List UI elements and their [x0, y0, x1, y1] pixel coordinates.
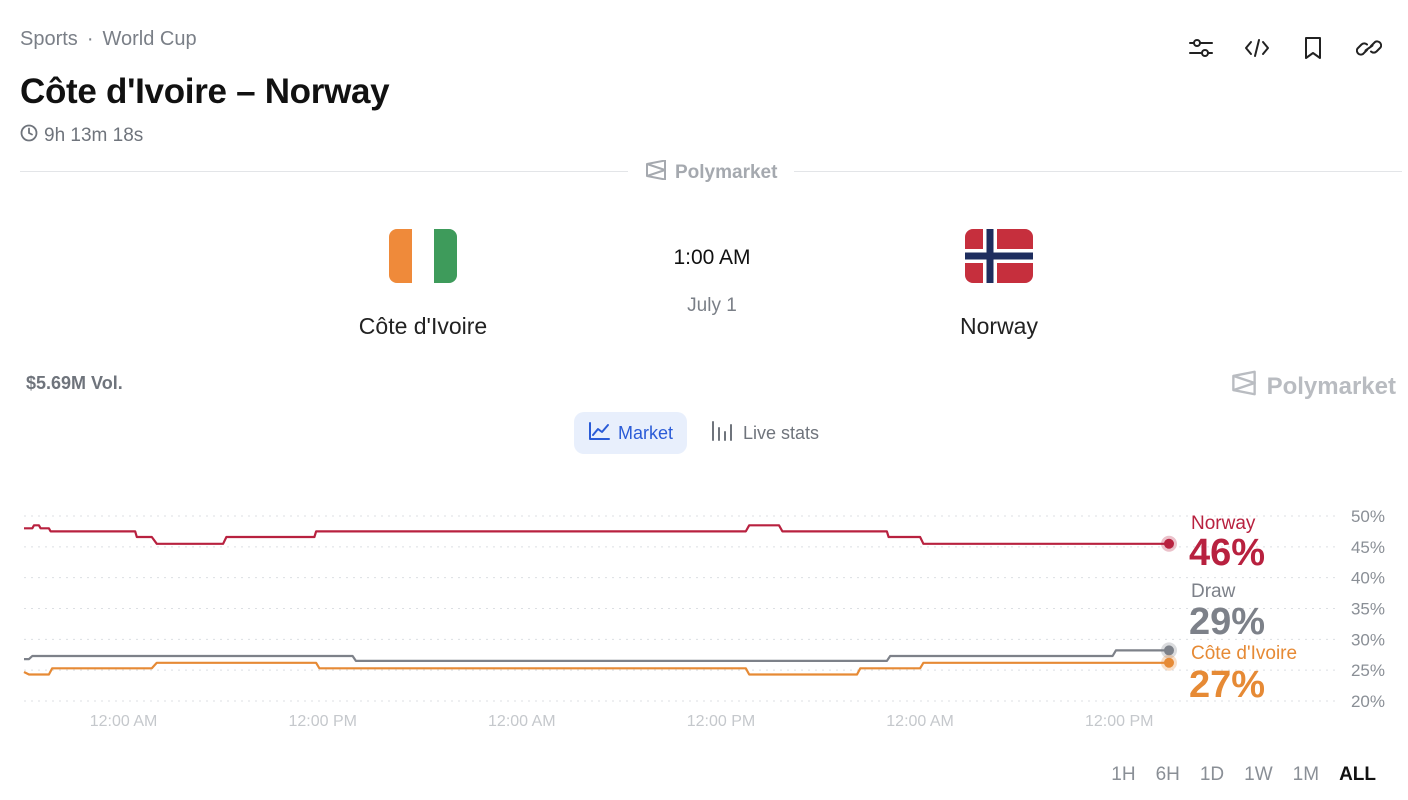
- chart-tabs: Market Live stats: [574, 412, 833, 454]
- match-date: July 1: [687, 295, 737, 316]
- page-title: Côte d'Ivoire – Norway: [20, 72, 390, 111]
- series-line-draw: [24, 649, 1169, 662]
- range-6h-button[interactable]: 6H: [1155, 764, 1180, 785]
- range-1d-button[interactable]: 1D: [1199, 764, 1225, 785]
- x-tick-label: 12:00 AM: [90, 713, 158, 730]
- filters-button[interactable]: [1184, 36, 1218, 64]
- series-name-label: Côte d'Ivoire: [1191, 643, 1297, 664]
- link-icon: [1355, 36, 1383, 65]
- cote-divoire-flag-icon: [389, 229, 457, 283]
- breadcrumb-separator: ·: [86, 28, 94, 50]
- sliders-icon: [1188, 37, 1214, 64]
- match-time: 1:00 AM: [673, 246, 751, 269]
- bar-chart-icon: [711, 420, 735, 447]
- tab-live-stats[interactable]: Live stats: [697, 412, 833, 454]
- copy-link-button[interactable]: [1352, 36, 1386, 64]
- breadcrumb: Sports · World Cup: [20, 28, 197, 51]
- series-value-label: 46%: [1189, 532, 1265, 574]
- countdown-text: 9h 13m 18s: [44, 125, 144, 146]
- breadcrumb-sports-link[interactable]: Sports: [20, 28, 78, 50]
- x-tick-label: 12:00 PM: [1085, 713, 1153, 730]
- toolbar: [1184, 36, 1386, 64]
- series-name-label: Draw: [1191, 581, 1236, 602]
- x-tick-label: 12:00 PM: [687, 713, 755, 730]
- y-tick-label: 25%: [1351, 661, 1385, 680]
- polymarket-wordmark: Polymarket: [1266, 372, 1396, 400]
- y-tick-label: 45%: [1351, 538, 1385, 557]
- series-name-label: Norway: [1191, 513, 1256, 534]
- polymarket-logo-icon: [1231, 370, 1257, 403]
- embed-button[interactable]: [1240, 36, 1274, 64]
- x-tick-label: 12:00 PM: [288, 713, 356, 730]
- polymarket-wordmark: Polymarket: [675, 162, 778, 183]
- code-icon: [1244, 37, 1270, 64]
- y-tick-label: 20%: [1351, 692, 1385, 711]
- range-1m-button[interactable]: 1M: [1292, 764, 1320, 785]
- y-tick-label: 50%: [1351, 507, 1385, 526]
- price-chart: 50% 45% 40% 35% 30% 25% 20% 12:00 AM 12:00 PM 12:…: [23, 507, 1385, 730]
- line-chart-icon: [588, 421, 610, 446]
- breadcrumb-worldcup-link[interactable]: World Cup: [102, 28, 197, 50]
- tab-market-label: Market: [618, 422, 674, 443]
- polymarket-logo-icon: [645, 159, 667, 186]
- series-end-point: [1164, 657, 1174, 668]
- series-value-label: 27%: [1189, 664, 1265, 706]
- clock-icon: [20, 124, 38, 148]
- norway-flag-icon: [965, 229, 1033, 283]
- series-end-point: [1164, 645, 1174, 656]
- y-tick-label: 40%: [1351, 569, 1385, 588]
- series-line-norway: [24, 524, 1169, 545]
- y-tick-label: 30%: [1351, 630, 1385, 649]
- range-all-button[interactable]: ALL: [1339, 764, 1376, 785]
- polymarket-watermark-top: Polymarket: [645, 159, 778, 186]
- series-line-c-te-d-ivoire: [23, 661, 1169, 676]
- y-tick-label: 35%: [1351, 600, 1385, 619]
- volume-label: $5.69M Vol.: [26, 373, 123, 393]
- home-team-name: Côte d'Ivoire: [358, 313, 488, 339]
- polymarket-watermark-chart: Polymarket: [1231, 370, 1396, 403]
- x-tick-label: 12:00 AM: [488, 713, 556, 730]
- divider: [20, 171, 628, 172]
- divider: [794, 171, 1402, 172]
- bookmark-button[interactable]: [1296, 36, 1330, 64]
- tab-market[interactable]: Market: [574, 412, 688, 454]
- countdown: 9h 13m 18s: [20, 124, 143, 148]
- time-range-selector: 1H 6H 1D 1W 1M ALL: [1111, 764, 1376, 786]
- range-1w-button[interactable]: 1W: [1244, 764, 1273, 785]
- x-tick-label: 12:00 AM: [886, 713, 954, 730]
- away-team-name: Norway: [960, 313, 1038, 339]
- series-value-label: 29%: [1189, 601, 1265, 643]
- series-end-point: [1164, 538, 1174, 549]
- range-1h-button[interactable]: 1H: [1111, 764, 1136, 785]
- tab-live-stats-label: Live stats: [743, 422, 820, 443]
- bookmark-icon: [1302, 36, 1324, 65]
